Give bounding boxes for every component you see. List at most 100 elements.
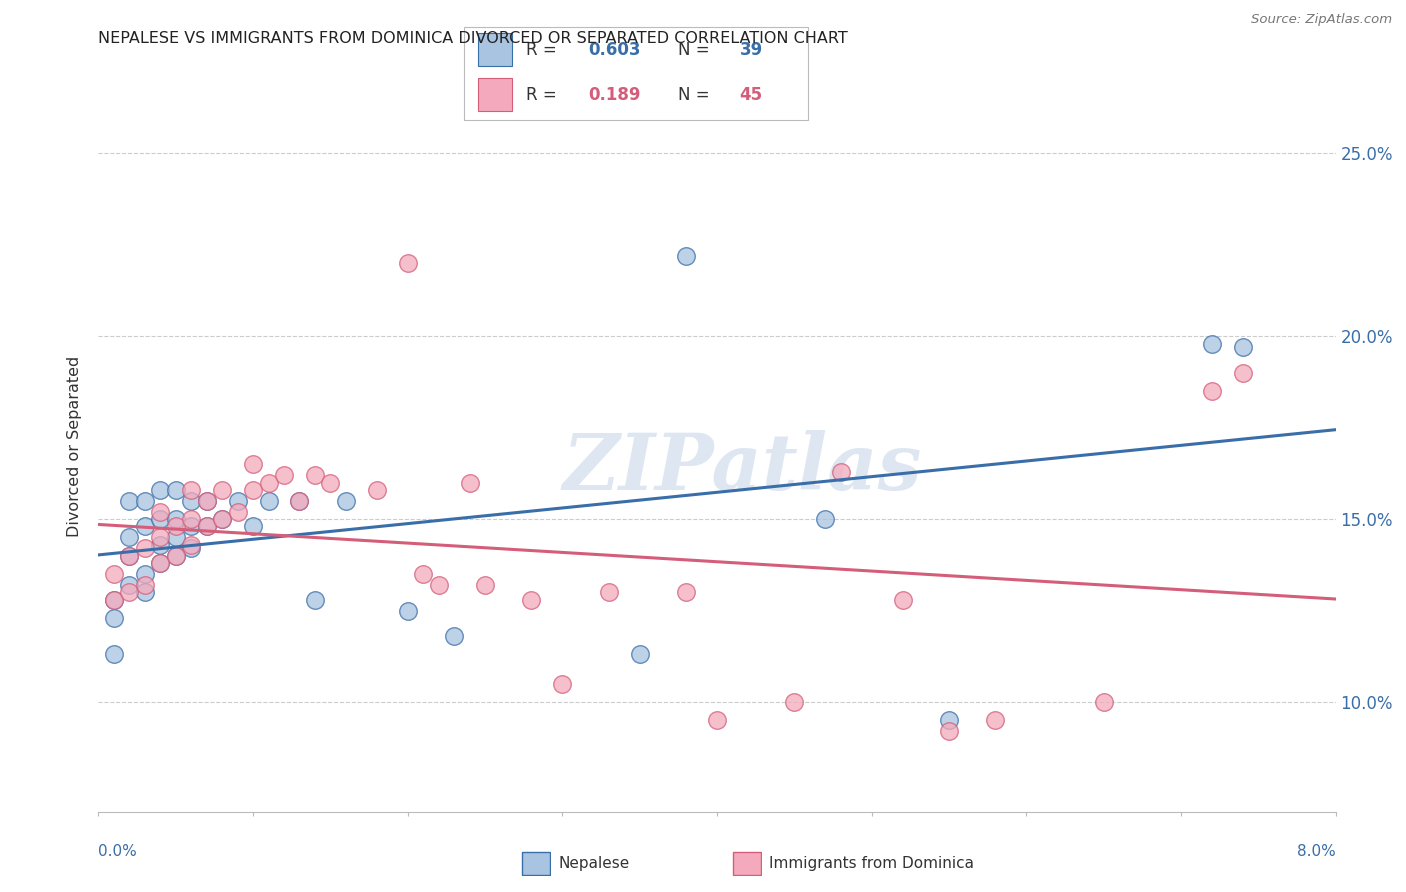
Point (103, 648, 125, 662)
Text: N =: N = (678, 86, 714, 103)
Point (103, 592, 125, 607)
Point (443, 629, 465, 643)
Point (134, 578, 156, 592)
Point (149, 505, 172, 519)
Point (149, 483, 172, 497)
Point (180, 512, 202, 526)
Point (165, 512, 187, 526)
Text: Nepalese: Nepalese (558, 856, 630, 871)
Point (195, 519, 218, 533)
Point (706, 714, 728, 728)
Text: R =: R = (526, 86, 567, 103)
Text: N =: N = (678, 41, 714, 59)
Point (195, 494, 218, 508)
Point (427, 578, 450, 592)
Point (180, 538, 202, 552)
Point (118, 578, 141, 592)
Point (288, 494, 311, 508)
Point (319, 475, 342, 490)
Point (242, 458, 264, 472)
Point (938, 714, 960, 728)
Point (288, 494, 311, 508)
Point (551, 677, 574, 691)
Point (195, 519, 218, 533)
Point (1092, 695, 1115, 709)
Point (304, 468, 326, 483)
Point (273, 468, 295, 483)
Text: 8.0%: 8.0% (1296, 845, 1336, 859)
Point (675, 249, 697, 263)
Point (891, 592, 914, 607)
Point (180, 483, 202, 497)
Point (103, 592, 125, 607)
FancyBboxPatch shape (478, 33, 512, 66)
Point (783, 695, 806, 709)
Point (458, 475, 481, 490)
Point (165, 549, 187, 563)
Point (628, 648, 651, 662)
Text: NEPALESE VS IMMIGRANTS FROM DOMINICA DIVORCED OR SEPARATED CORRELATION CHART: NEPALESE VS IMMIGRANTS FROM DOMINICA DIV… (98, 31, 848, 46)
Point (830, 465, 852, 479)
FancyBboxPatch shape (522, 852, 550, 875)
Point (118, 585, 141, 599)
Point (1232, 366, 1254, 380)
Text: 0.603: 0.603 (588, 41, 641, 59)
Point (814, 512, 837, 526)
Point (180, 519, 202, 533)
Text: Source: ZipAtlas.com: Source: ZipAtlas.com (1251, 13, 1392, 27)
Y-axis label: Divorced or Separated: Divorced or Separated (67, 355, 83, 537)
Point (134, 519, 156, 533)
Point (118, 549, 141, 563)
Point (149, 512, 172, 526)
Text: 39: 39 (740, 41, 763, 59)
Point (598, 585, 620, 599)
Point (257, 475, 280, 490)
Point (520, 592, 543, 607)
Point (149, 530, 172, 544)
Point (412, 567, 434, 582)
Point (242, 519, 264, 533)
Point (1201, 384, 1223, 399)
Point (118, 494, 141, 508)
Point (242, 483, 264, 497)
Point (226, 494, 249, 508)
Point (118, 549, 141, 563)
Point (1201, 336, 1223, 351)
Point (118, 530, 141, 544)
Point (165, 483, 187, 497)
Text: Immigrants from Dominica: Immigrants from Dominica (769, 856, 974, 871)
Point (134, 585, 156, 599)
Point (195, 494, 218, 508)
Point (304, 592, 326, 607)
Point (134, 567, 156, 582)
Point (257, 494, 280, 508)
Point (165, 519, 187, 533)
Point (396, 256, 419, 270)
Point (938, 724, 960, 739)
Point (149, 538, 172, 552)
Point (211, 483, 233, 497)
Point (149, 556, 172, 570)
Point (675, 585, 697, 599)
Text: R =: R = (526, 41, 562, 59)
Point (474, 578, 496, 592)
Point (134, 494, 156, 508)
Point (226, 505, 249, 519)
Point (1232, 340, 1254, 354)
Point (134, 541, 156, 556)
Point (396, 604, 419, 618)
Text: 0.0%: 0.0% (98, 845, 138, 859)
Point (211, 512, 233, 526)
Point (149, 556, 172, 570)
Point (103, 567, 125, 582)
Point (335, 494, 357, 508)
Point (165, 530, 187, 544)
FancyBboxPatch shape (464, 27, 808, 120)
Point (180, 494, 202, 508)
Point (211, 512, 233, 526)
Text: 45: 45 (740, 86, 762, 103)
Text: 0.189: 0.189 (588, 86, 641, 103)
FancyBboxPatch shape (478, 78, 512, 111)
Point (366, 483, 388, 497)
FancyBboxPatch shape (733, 852, 761, 875)
